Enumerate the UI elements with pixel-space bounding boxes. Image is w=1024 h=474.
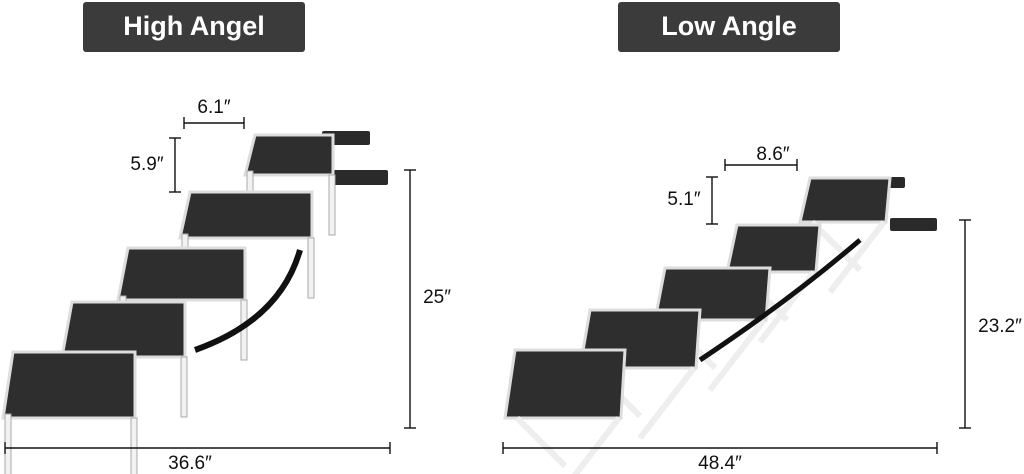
frame-post (130, 417, 138, 474)
title-badge (83, 2, 305, 52)
step (725, 223, 822, 274)
frame-post (180, 356, 188, 418)
dimensions (4, 117, 971, 454)
step (503, 348, 627, 420)
step (60, 300, 187, 359)
frame-rail (637, 366, 697, 440)
frame-post (4, 413, 12, 474)
dimension-label: 23.2″ (978, 316, 1022, 337)
frame-rail (514, 415, 568, 469)
step (178, 190, 314, 240)
step (798, 176, 892, 224)
dimension-label: 25″ (423, 287, 451, 308)
step (1, 350, 137, 420)
handle (890, 218, 937, 231)
dimension-label: 48.4″ (698, 453, 742, 474)
handle (333, 170, 388, 185)
dimension-label: 5.9″ (130, 154, 163, 175)
frame-rail (827, 220, 887, 294)
stairs (1, 131, 937, 474)
dimension-label: 8.6″ (756, 144, 789, 165)
dimension-label: 6.1″ (197, 97, 230, 118)
dimension-label: 36.6″ (168, 453, 212, 474)
frame-rail (707, 318, 767, 392)
strap (698, 238, 862, 363)
step (653, 266, 772, 322)
strap (194, 249, 303, 353)
frame-post (328, 174, 336, 236)
dimension-label: 5.1″ (667, 189, 700, 210)
frame-post (307, 237, 315, 299)
title-badge (618, 2, 840, 52)
step (243, 133, 335, 177)
title: High Angel (123, 11, 265, 41)
title: Low Angle (661, 11, 797, 41)
frame-rail (572, 416, 622, 474)
step (116, 246, 247, 302)
